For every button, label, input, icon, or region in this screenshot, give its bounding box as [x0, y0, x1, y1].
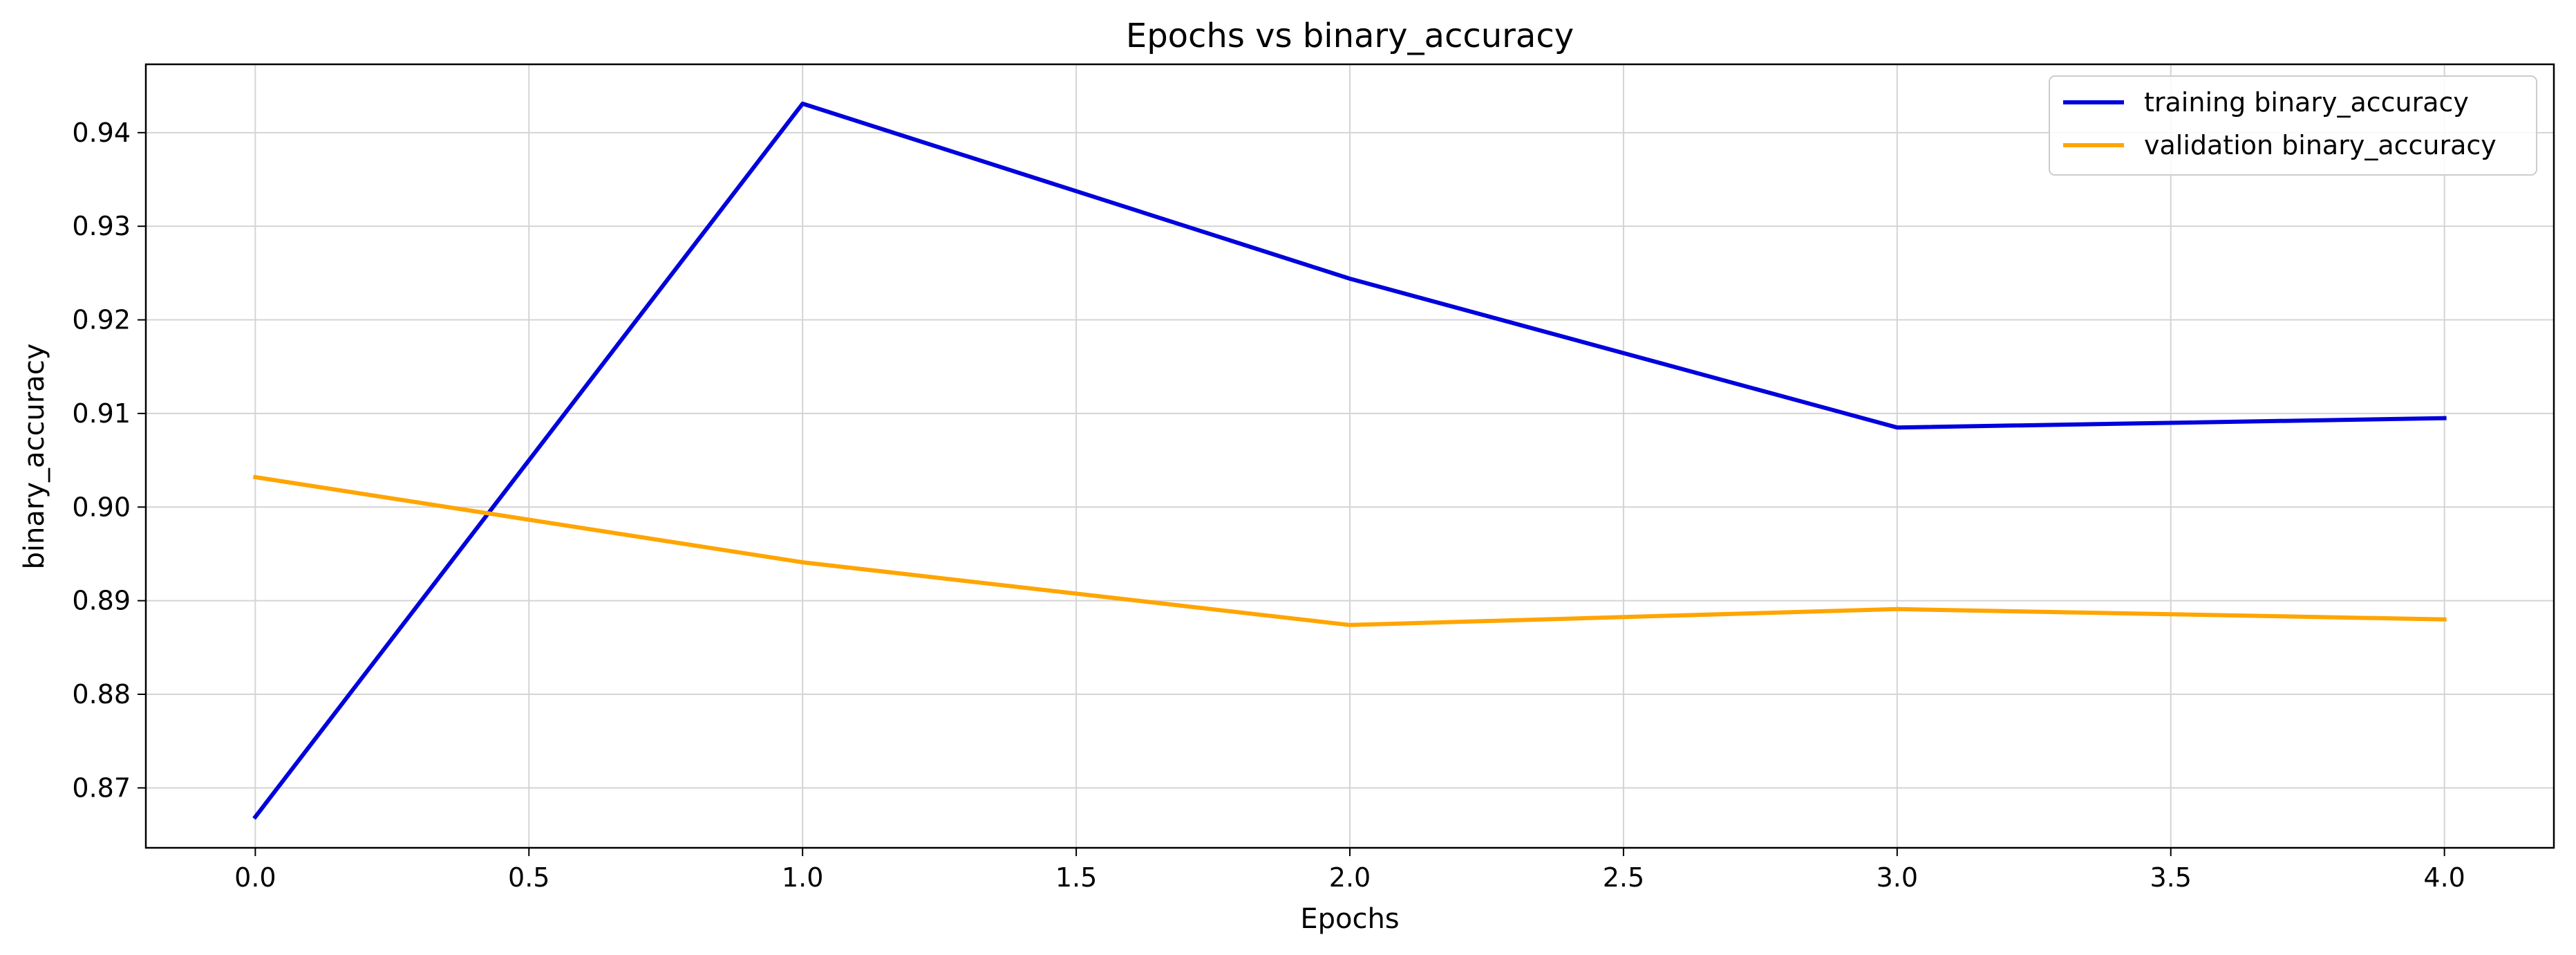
y-tick-label: 0.93	[72, 211, 131, 241]
legend: training binary_accuracy validation binar…	[2049, 75, 2537, 176]
series-line-training	[252, 101, 2447, 820]
x-tick-label: 2.0	[1329, 862, 1371, 893]
x-tick-label: 3.5	[2150, 862, 2192, 893]
legend-entry-label: validation binary_accuracy	[2144, 130, 2497, 160]
x-tick-label: 4.0	[2423, 862, 2465, 893]
chart-title: Epochs vs binary_accuracy	[1126, 17, 1574, 55]
x-tick-label: 1.5	[1055, 862, 1097, 893]
x-tick-label: 0.0	[234, 862, 276, 893]
y-axis-label: binary_accuracy	[19, 344, 50, 570]
y-tick-label: 0.91	[72, 398, 131, 429]
y-tick-label: 0.88	[72, 679, 131, 710]
x-tick-label: 1.0	[782, 862, 823, 893]
x-tick-label: 3.0	[1877, 862, 1918, 893]
x-tick-label: 0.5	[508, 862, 549, 893]
grid	[146, 64, 2554, 848]
legend-frame	[2049, 75, 2537, 176]
y-tick-label: 0.89	[72, 586, 131, 616]
y-tick-label: 0.90	[72, 492, 131, 522]
x-axis-ticks: 0.0 0.5 1.0 1.5 2.0 2.5 3.0 3.5 4.0	[234, 848, 2465, 893]
y-tick-label: 0.92	[72, 305, 131, 335]
x-axis-label: Epochs	[1300, 903, 1399, 935]
y-tick-label: 0.94	[72, 118, 131, 148]
x-tick-label: 2.5	[1603, 862, 1644, 893]
plot-frame	[144, 63, 2555, 849]
y-axis-ticks: 0.87 0.88 0.89 0.90 0.91 0.92 0.93 0.94	[72, 118, 146, 803]
y-tick-label: 0.87	[72, 772, 131, 803]
series-line-validation	[252, 474, 2447, 627]
series-lines	[252, 101, 2447, 820]
legend-entry-label: training binary_accuracy	[2144, 87, 2469, 118]
